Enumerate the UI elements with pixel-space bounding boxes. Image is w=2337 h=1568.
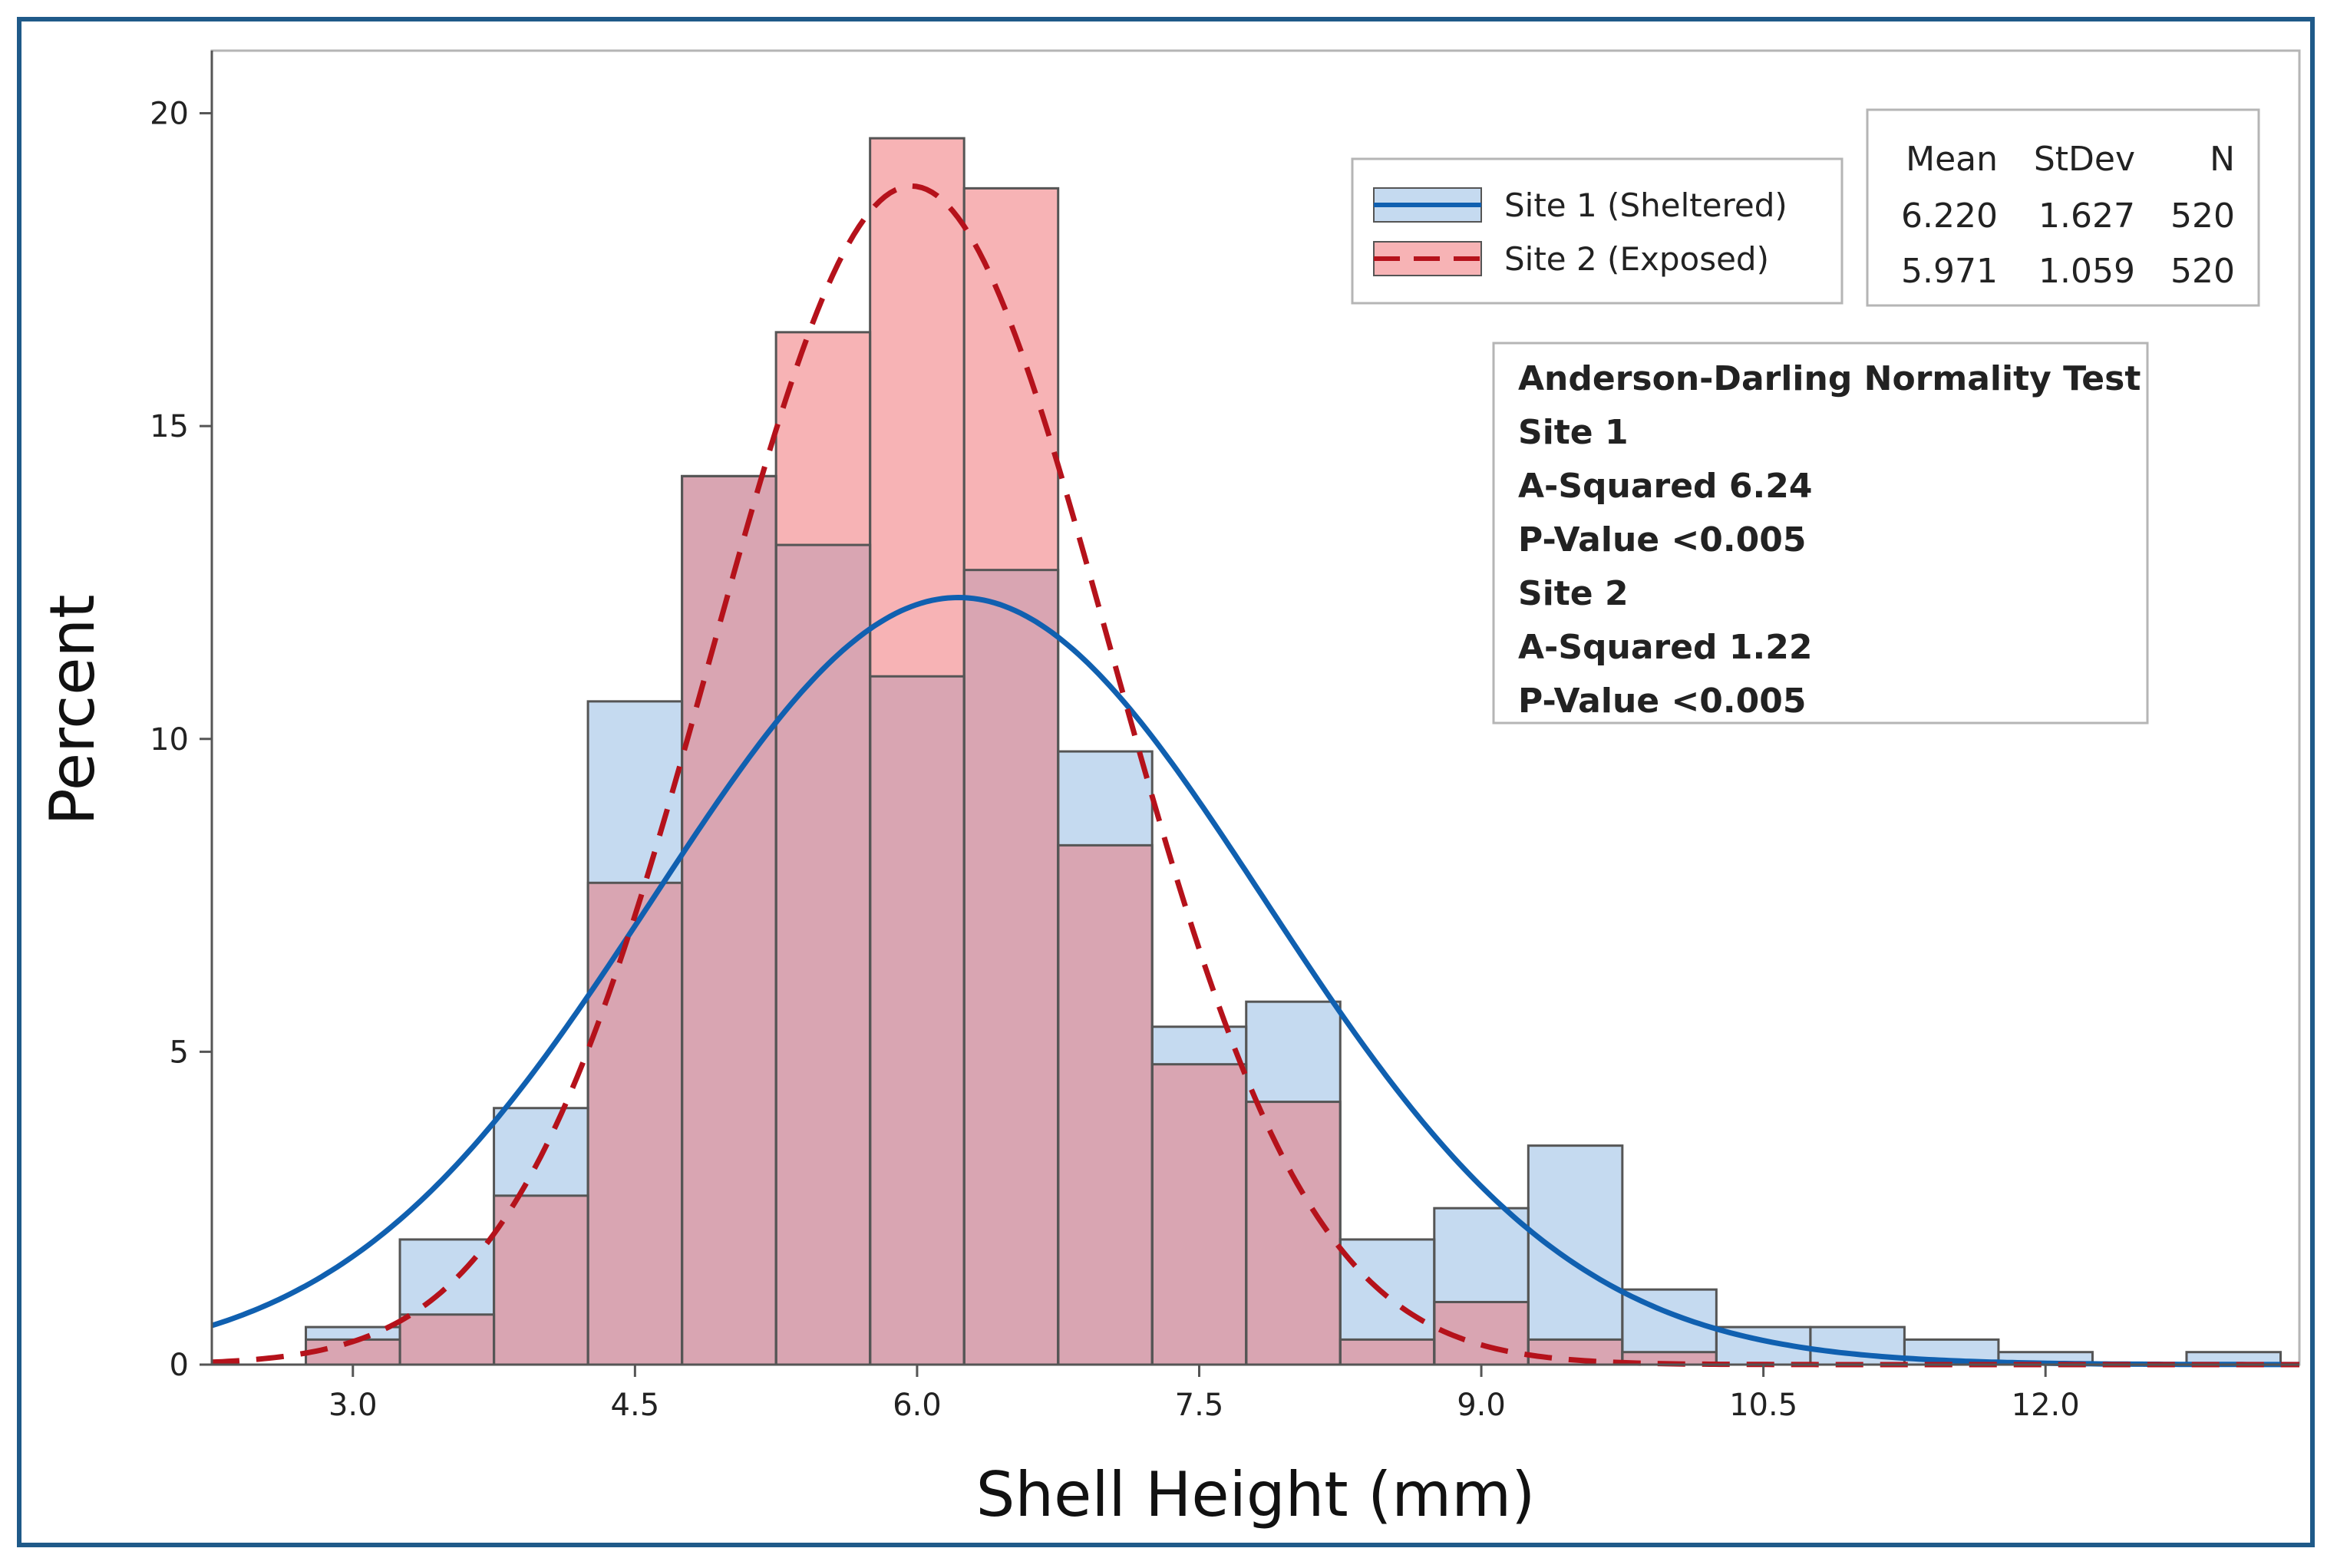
legend-label-site1: Site 1 (Sheltered)	[1504, 187, 1787, 224]
normality-site2-label: Site 2	[1518, 574, 1629, 613]
stats-header-n: N	[2210, 140, 2235, 179]
overlap-bar	[1622, 1352, 1717, 1365]
stats-site1-stdev: 1.627	[2038, 196, 2135, 236]
y-tick-label: 0	[170, 1348, 189, 1383]
overlap-bar	[1246, 1101, 1341, 1365]
x-tick-label: 6.0	[893, 1388, 942, 1423]
x-axis: 3.0 4.5 6.0 7.5 9.0 10.5 12.0	[212, 1363, 2299, 1423]
overlap-bar	[1340, 1339, 1434, 1365]
site1-bar	[2186, 1352, 2281, 1365]
x-tick-label: 4.5	[611, 1388, 660, 1423]
x-tick-label: 7.5	[1175, 1388, 1224, 1423]
bar-edges	[305, 137, 2282, 1366]
stats-site1-mean: 6.220	[1901, 196, 1998, 236]
stats-site2-mean: 5.971	[1901, 252, 1998, 291]
stats-site2-n: 520	[2170, 252, 2235, 291]
legend-box	[1351, 157, 1844, 305]
chart-frame	[17, 17, 2315, 1547]
site1-bar	[1528, 1145, 1622, 1365]
overlap-bar	[776, 545, 870, 1365]
y-tick-label: 5	[170, 1035, 189, 1070]
y-axis: 0 5 10 15 20	[150, 51, 213, 1383]
stats-site1-n: 520	[2170, 196, 2235, 236]
x-tick-label: 12.0	[2012, 1388, 2080, 1423]
overlap-bar	[964, 569, 1058, 1365]
overlap-bar	[400, 1314, 494, 1365]
normality-site1-pvalue: P-Value <0.005	[1518, 520, 1806, 560]
overlap-bar	[493, 1195, 589, 1365]
normality-test-box: Anderson-Darling Normality Test Site 1 A…	[1492, 342, 2149, 725]
normality-site1-asquared: A-Squared 6.24	[1518, 467, 1812, 506]
y-tick-label: 15	[150, 409, 189, 444]
normality-site2-pvalue: P-Value <0.005	[1518, 682, 1806, 721]
stats-table: Mean StDev N 6.220 1.627 520 5.971 1.059…	[1866, 108, 2260, 307]
y-tick-label: 10	[150, 722, 189, 758]
overlap-bar	[588, 883, 682, 1365]
normality-site2-asquared: A-Squared 1.22	[1518, 628, 1812, 667]
stats-box	[1866, 108, 2260, 307]
overlap-bar	[1058, 845, 1153, 1365]
stats-header-stdev: StDev	[2034, 140, 2135, 179]
legend: Site 1 (Sheltered) Site 2 (Exposed)	[1351, 157, 1844, 305]
x-tick-label: 3.0	[328, 1388, 378, 1423]
stats-site2-stdev: 1.059	[2038, 252, 2135, 291]
overlap-bar	[870, 676, 965, 1365]
x-tick-label: 10.5	[1729, 1388, 1797, 1423]
x-tick-label: 9.0	[1457, 1388, 1506, 1423]
site1-normal-curve	[210, 594, 2299, 1368]
normality-site1-label: Site 1	[1518, 413, 1629, 452]
legend-label-site2: Site 2 (Exposed)	[1504, 240, 1769, 278]
stats-header-mean: Mean	[1906, 140, 1998, 179]
x-axis-title: Shell Height (mm)	[976, 1459, 1536, 1530]
overlap-bar	[682, 476, 777, 1365]
overlap-bars	[305, 476, 1717, 1365]
normality-test-border	[1492, 342, 2149, 725]
y-tick-label: 20	[150, 97, 189, 132]
y-axis-title: Percent	[37, 594, 108, 825]
normality-test-title: Anderson-Darling Normality Test	[1518, 359, 2141, 398]
overlap-bar	[1152, 1064, 1246, 1365]
